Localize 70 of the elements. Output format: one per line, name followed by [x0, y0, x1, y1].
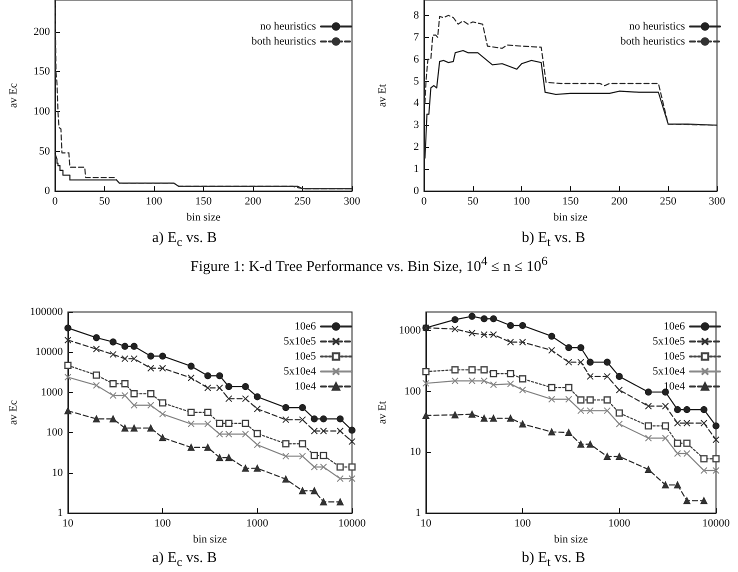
legend-label: both heuristics: [252, 36, 316, 48]
x-axis-title: bin size: [554, 212, 588, 224]
y-tick-label: 0: [44, 185, 50, 198]
y-tick-label: 1000: [40, 386, 64, 398]
y-tick-label: 10: [410, 446, 422, 458]
x-axis-title: bin size: [186, 212, 221, 224]
legend-label: no heuristics: [260, 20, 316, 32]
y-axis-title: av Ec: [8, 400, 20, 425]
x-tick-label: 10: [62, 518, 74, 530]
y-axis-title: av Ec: [8, 83, 20, 108]
y-tick-label: 200: [34, 26, 50, 38]
y-tick-label: 2: [414, 141, 419, 154]
legend-label: 5x10e5: [652, 336, 686, 348]
x-tick-label: 10000: [702, 518, 730, 530]
y-tick-label: 6: [414, 53, 420, 66]
legend-label: no heuristics: [629, 20, 685, 32]
y-tick-label: 1000: [398, 324, 422, 336]
y-tick-label: 100: [404, 385, 422, 398]
y-tick-label: 1: [415, 507, 421, 520]
legend-label: 10e5: [664, 350, 686, 362]
x-tick-label: 250: [294, 196, 312, 208]
legend-label: 10e6: [664, 320, 686, 332]
y-tick-label: 0: [414, 185, 420, 198]
y-tick-label: 10000: [35, 346, 64, 358]
y-tick-label: 1: [57, 507, 63, 520]
x-tick-label: 10000: [338, 518, 366, 530]
x-tick-label: 50: [99, 196, 110, 208]
text: a) E$_{c}$ vs. B: [151, 230, 218, 250]
x-tick-label: 200: [611, 196, 628, 208]
x-axis-title: bin size: [192, 534, 228, 546]
y-tick-label: 3: [414, 119, 420, 132]
y-tick-label: 8: [414, 9, 420, 22]
legend-label: both heuristics: [620, 36, 685, 48]
caption: Figure 1: K-d Tree Performance vs. Bin Size, 10$^{4}$ ≤ n ≤ 10$^{6}$: [189, 254, 549, 276]
text: b) E$_{t}$ vs. B: [520, 230, 586, 250]
legend-label: 10e4: [294, 380, 316, 392]
x-tick-label: 100: [513, 196, 530, 208]
y-tick-label: 150: [34, 66, 50, 78]
x-tick-label: 100: [154, 518, 172, 530]
y-tick-label: 5: [414, 75, 420, 88]
legend-label: 5x10e4: [284, 366, 316, 378]
x-axis-title: bin size: [554, 534, 588, 546]
y-tick-label: 1: [414, 163, 419, 176]
x-tick-label: 250: [660, 196, 677, 208]
x-tick-label: 300: [344, 196, 361, 208]
x-tick-label: 1000: [608, 518, 631, 530]
y-axis-title: av Et: [376, 401, 388, 424]
y-tick-label: 4: [414, 97, 420, 110]
x-tick-label: 1000: [246, 518, 269, 530]
y-tick-label: 50: [39, 145, 50, 158]
legend-label: 5x10e5: [284, 336, 316, 348]
y-axis-title: av Et: [376, 84, 388, 108]
x-tick-label: 300: [708, 196, 726, 208]
y-tick-label: 10: [52, 466, 64, 479]
x-tick-label: 100: [514, 518, 532, 530]
legend-label: 5x10e4: [652, 366, 686, 378]
y-tick-label: 100: [46, 426, 64, 439]
y-tick-label: 100: [34, 105, 50, 118]
legend-label: 10e6: [294, 320, 316, 332]
legend-label: 10e5: [294, 350, 316, 362]
x-tick-label: 150: [195, 196, 212, 208]
y-tick-label: 100000: [30, 306, 64, 318]
x-tick-label: 50: [467, 196, 479, 208]
text: b) E$_{t}$ vs. B: [520, 550, 586, 570]
text: a) E$_{c}$ vs. B: [151, 550, 218, 570]
legend-label: 10e4: [664, 380, 686, 392]
x-tick-label: 150: [562, 196, 580, 208]
x-tick-label: 200: [244, 196, 262, 208]
x-tick-label: 100: [146, 196, 163, 208]
y-tick-label: 7: [414, 31, 420, 44]
